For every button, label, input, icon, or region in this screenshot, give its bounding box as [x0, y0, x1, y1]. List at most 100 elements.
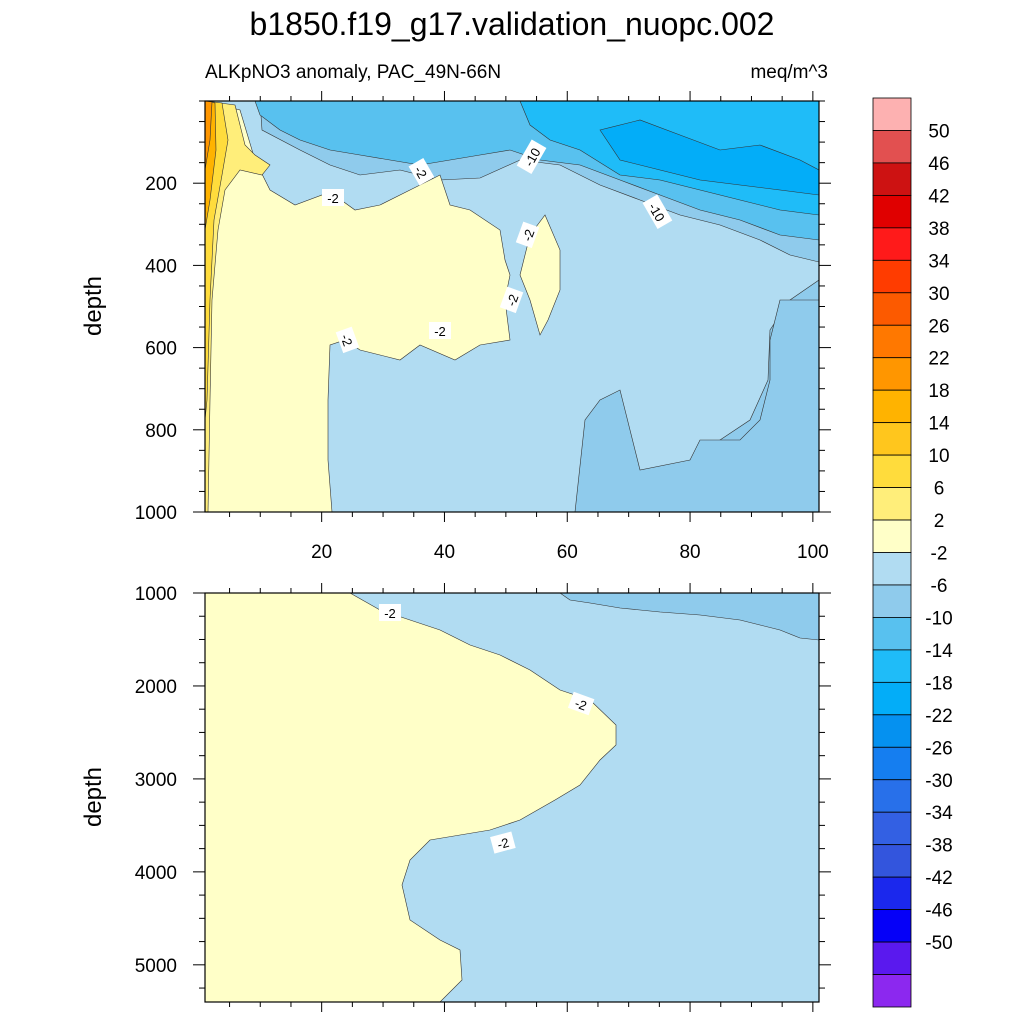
chart-subtitle: ALKpNO3 anomaly, PAC_49N-66N: [205, 62, 502, 83]
region-plus-2-deep: [205, 593, 617, 1002]
colorbar-swatch: [872, 422, 912, 456]
contour-label-bg: [322, 189, 344, 206]
x-tick-label: 20: [311, 542, 332, 563]
colorbar-level-label: -10: [925, 608, 952, 629]
colorbar-swatch: [872, 617, 912, 651]
y-tick-label: 800: [145, 421, 177, 442]
colorbar-level-label: -50: [925, 933, 952, 954]
region-minus-2-lower-wedge: [574, 299, 819, 512]
upper-y-tick-labels: 200 400 600 800 1000: [135, 174, 177, 524]
units-label: meq/m^3: [750, 62, 828, 83]
lower-y-tick-labels: 1000 2000 3000 4000 5000: [135, 584, 177, 977]
colorbar-level-label: -26: [925, 738, 952, 759]
contour-label: -2: [567, 691, 595, 716]
colorbar-level-label: -38: [925, 836, 952, 857]
colorbar-swatch: [872, 909, 912, 943]
colorbar-swatch: [872, 941, 912, 975]
contour-label-bg: [516, 139, 547, 174]
colorbar-swatch: [872, 259, 912, 294]
colorbar-swatch: [872, 714, 912, 748]
contour-label-text: -2: [327, 191, 339, 206]
region-minus-6-deep: [559, 593, 819, 641]
colorbar-swatch: [872, 552, 912, 586]
contour-label-bg: [408, 157, 435, 186]
contour-label: -2: [408, 157, 435, 186]
colorbar-swatch: [872, 876, 912, 911]
contour-label-text: -2: [573, 695, 589, 713]
colorbar-level-label: -6: [931, 576, 948, 597]
x-tick-label: 100: [797, 542, 829, 563]
y-tick-label: 1000: [135, 584, 177, 605]
contour-label-text: -2: [338, 332, 356, 348]
colorbar-level-label: 42: [928, 186, 949, 207]
colorbar-swatch: [872, 97, 912, 131]
colorbar-level-label: -18: [925, 673, 952, 694]
lower-panel-frame: [204, 592, 820, 1003]
colorbar-swatch: [872, 974, 912, 1008]
colorbar-swatch: [872, 454, 912, 488]
colorbar-swatch: [872, 746, 912, 781]
colorbar-swatch: [872, 194, 912, 229]
colorbar-level-label: 18: [928, 381, 949, 402]
colorbar-swatch: [872, 357, 912, 391]
colorbar-level-label: -30: [925, 771, 952, 792]
region-minus-18: [599, 119, 819, 196]
region-plus-22: [205, 101, 213, 171]
colorbar-swatch: [872, 324, 912, 359]
colorbar-swatch: [872, 227, 912, 261]
chart-title: b1850.f19_g17.validation_nuopc.002: [249, 6, 775, 42]
contour-label-text: -2: [503, 292, 521, 308]
region-plus-6: [205, 101, 271, 512]
colorbar-level-label: 14: [928, 414, 950, 435]
contour-label-text: -2: [496, 835, 511, 852]
contour-label-bg: [429, 322, 451, 339]
contour-label: -2: [499, 286, 524, 314]
contour-label-text: -2: [434, 324, 446, 339]
lower-panel-ticks: [193, 583, 831, 1012]
contour-label: -2: [322, 189, 344, 206]
colorbar-level-label: -14: [925, 641, 953, 662]
y-tick-label: 600: [145, 339, 177, 360]
contour-label-bg: [642, 194, 673, 229]
contour-label: -2: [490, 831, 516, 854]
contour-label-bg: [499, 286, 524, 314]
y-tick-label: 5000: [135, 956, 177, 977]
colorbar-swatch: [872, 162, 912, 196]
colorbar-level-label: 34: [928, 251, 950, 272]
colorbar-level-label: -22: [925, 706, 952, 727]
colorbar-swatch: [872, 292, 912, 326]
y-tick-label: 1000: [135, 503, 177, 524]
x-tick-label: 80: [679, 542, 700, 563]
y-tick-label: 4000: [135, 863, 177, 884]
colorbar-level-label: 46: [928, 154, 949, 175]
contour-label: -2: [379, 604, 401, 621]
colorbar-level-label: 10: [928, 446, 949, 467]
colorbar-level-label: 22: [928, 349, 949, 370]
colorbar-level-label: 30: [928, 284, 949, 305]
colorbar-swatch: [872, 844, 912, 878]
colorbar-swatch: [872, 681, 912, 716]
contour-label-bg: [379, 604, 401, 621]
colorbar-level-label: 6: [934, 479, 945, 500]
contour-label-bg: [515, 221, 540, 249]
colorbar-level-label: 50: [928, 121, 949, 142]
contour-label-bg: [490, 831, 516, 854]
colorbar-level-label: -2: [931, 544, 948, 565]
colorbar-swatch: [872, 389, 912, 424]
contour-label-bg: [567, 691, 595, 716]
contour-labels: -2-2-2-2-2-2-10-10-2-2-2: [322, 139, 673, 854]
y-tick-label: 200: [145, 174, 177, 195]
contour-label: -2: [429, 322, 451, 339]
x-tick-labels: 20 40 60 80 100: [311, 542, 829, 563]
x-tick-label: 40: [434, 542, 455, 563]
upper-y-axis-title: depth: [80, 276, 107, 336]
contour-label-text: -2: [519, 227, 537, 243]
lower-panel-contours: [205, 593, 819, 1002]
colorbar-level-label: -42: [925, 868, 952, 889]
colorbar-swatch: [872, 811, 912, 846]
colorbar-level-label: 2: [934, 511, 945, 532]
upper-panel-ticks: [193, 91, 831, 522]
contour-label-text: -2: [384, 606, 396, 621]
colorbar-level-label: 38: [928, 219, 949, 240]
colorbar-level-label: -46: [925, 901, 952, 922]
